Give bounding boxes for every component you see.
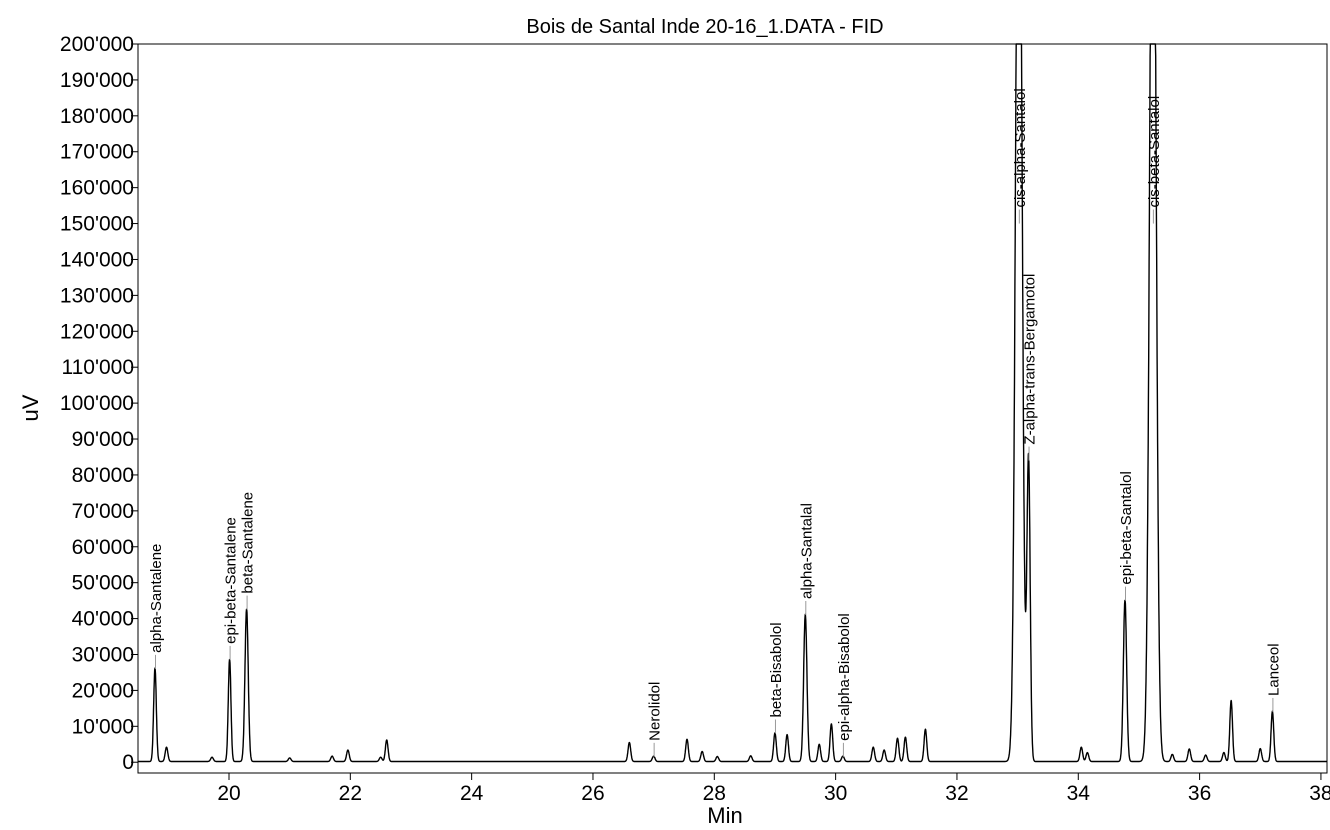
x-tick-label: 30 bbox=[824, 782, 847, 805]
peak-label: alpha-Santalal bbox=[798, 503, 815, 599]
y-tick-label: 150'000 bbox=[60, 213, 134, 236]
peak-label: Z-alpha-trans-Bergamotol bbox=[1022, 274, 1039, 445]
y-tick-label: 10'000 bbox=[72, 715, 134, 738]
peak-label: epi-beta-Santalene bbox=[223, 517, 240, 644]
chromatogram-trace bbox=[137, 43, 1328, 763]
y-tick-label: 190'000 bbox=[60, 69, 134, 92]
peak-label: beta-Santalene bbox=[240, 492, 257, 594]
x-tick-label: 32 bbox=[945, 782, 968, 805]
y-tick-label: 80'000 bbox=[72, 464, 134, 487]
x-tick-label: 36 bbox=[1188, 782, 1211, 805]
y-axis: 0 10'000 20'000 30'000 40'000 50'000 60'000 70'… bbox=[60, 33, 138, 774]
y-tick-label: 170'000 bbox=[60, 141, 134, 164]
peak-label: beta-Bisabolol bbox=[768, 622, 785, 717]
y-tick-label: 180'000 bbox=[60, 105, 134, 128]
chart-title: Bois de Santal Inde 20-16_1.DATA - FID bbox=[526, 16, 883, 38]
x-tick-label: 24 bbox=[460, 782, 484, 805]
y-tick-label: 120'000 bbox=[60, 320, 134, 343]
peak-label: epi-alpha-Bisabolol bbox=[836, 613, 853, 741]
y-axis-title: uV bbox=[18, 394, 43, 421]
y-tick-label: 30'000 bbox=[72, 643, 134, 666]
peak-label: cis-alpha-Santalol bbox=[1012, 88, 1029, 207]
y-tick-label: 40'000 bbox=[72, 608, 134, 631]
y-tick-label: 160'000 bbox=[60, 177, 134, 200]
y-tick-label: 70'000 bbox=[72, 500, 134, 523]
y-tick-label: 60'000 bbox=[72, 536, 134, 559]
y-tick-label: 110'000 bbox=[61, 356, 134, 379]
peak-label: epi-beta-Santalol bbox=[1118, 471, 1135, 584]
peak-label: Lanceol bbox=[1265, 643, 1282, 696]
y-tick-label: 20'000 bbox=[72, 679, 134, 702]
y-tick-label: 130'000 bbox=[60, 284, 134, 307]
y-tick-label: 140'000 bbox=[60, 248, 134, 271]
x-tick-label: 38 bbox=[1309, 782, 1330, 805]
plot-frame bbox=[137, 43, 1328, 774]
x-axis: 20 22 24 26 28 30 32 34 36 38 bbox=[217, 773, 1330, 805]
x-tick-label: 28 bbox=[703, 782, 726, 805]
y-tick-label: 200'000 bbox=[60, 33, 134, 56]
x-tick-label: 20 bbox=[217, 782, 240, 805]
x-tick-label: 34 bbox=[1067, 782, 1091, 805]
y-tick-label: 90'000 bbox=[72, 428, 134, 451]
y-tick-label: 0 bbox=[122, 751, 134, 774]
y-tick-label: 50'000 bbox=[72, 572, 134, 595]
peak-label: cis-beta-Santalol bbox=[1146, 96, 1163, 208]
y-tick-label: 100'000 bbox=[60, 392, 134, 415]
x-axis-title: Min bbox=[707, 803, 742, 828]
peak-label: alpha-Santalene bbox=[148, 544, 165, 653]
peak-label: Nerolidol bbox=[647, 682, 664, 741]
x-tick-label: 26 bbox=[581, 782, 604, 805]
x-tick-label: 22 bbox=[339, 782, 362, 805]
peak-labels: alpha-Santalene epi-beta-Santalene beta-Sa… bbox=[148, 88, 1282, 757]
